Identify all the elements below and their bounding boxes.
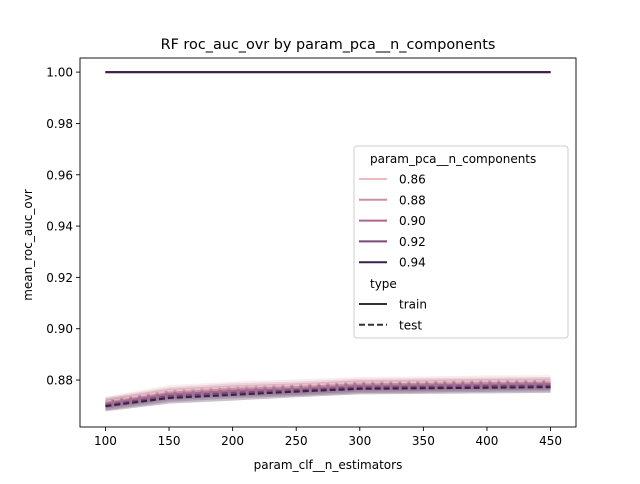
y-tick-label: 0.98 bbox=[46, 117, 73, 131]
x-tick-label: 200 bbox=[221, 434, 244, 448]
axes: 100 150 200 250 300 350 400 450 0.88 0.90 0.92 0.94… bbox=[46, 57, 577, 448]
legend-label-0.92: 0.92 bbox=[399, 235, 426, 249]
legend-label-test: test bbox=[399, 318, 422, 332]
y-tick-label: 0.96 bbox=[46, 168, 73, 182]
legend-label-0.86: 0.86 bbox=[399, 173, 426, 187]
x-tick-label: 250 bbox=[285, 434, 308, 448]
y-tick-label: 0.94 bbox=[46, 220, 73, 234]
legend: param_pca__n_components 0.86 0.88 0.90 0.92 0… bbox=[353, 145, 569, 339]
y-tick-label: 1.00 bbox=[46, 66, 73, 80]
legend-box bbox=[353, 145, 569, 339]
x-axis-label: param_clf__n_estimators bbox=[254, 458, 403, 472]
y-tick-label: 0.92 bbox=[46, 271, 73, 285]
plot-area bbox=[105, 71, 551, 412]
x-tick-label: 450 bbox=[539, 434, 562, 448]
x-tick-label: 400 bbox=[476, 434, 499, 448]
legend-label-0.88: 0.88 bbox=[399, 193, 426, 207]
series-line-0.92-test bbox=[105, 384, 551, 407]
chart-title: RF roc_auc_ovr by param_pca__n_component… bbox=[161, 37, 496, 53]
x-tick-label: 350 bbox=[412, 434, 435, 448]
legend-label-0.94: 0.94 bbox=[399, 256, 426, 270]
legend-style-title: type bbox=[370, 277, 397, 291]
y-tick-label: 0.90 bbox=[46, 322, 73, 336]
series-line-0.94-test bbox=[105, 386, 551, 408]
x-tick-label: 300 bbox=[348, 434, 371, 448]
x-tick-label: 150 bbox=[158, 434, 181, 448]
legend-label-train: train bbox=[399, 298, 427, 312]
plot-frame bbox=[79, 57, 577, 428]
legend-label-0.90: 0.90 bbox=[399, 214, 426, 228]
series-line-0.86-test bbox=[105, 379, 551, 403]
y-axis-label: mean_roc_auc_ovr bbox=[21, 189, 35, 301]
series-line-0.88-test bbox=[105, 381, 551, 404]
x-tick-label: 100 bbox=[94, 434, 117, 448]
legend-hue-title: param_pca__n_components bbox=[370, 152, 536, 166]
y-tick-label: 0.88 bbox=[46, 374, 73, 388]
series-line-0.90-test bbox=[105, 383, 551, 405]
